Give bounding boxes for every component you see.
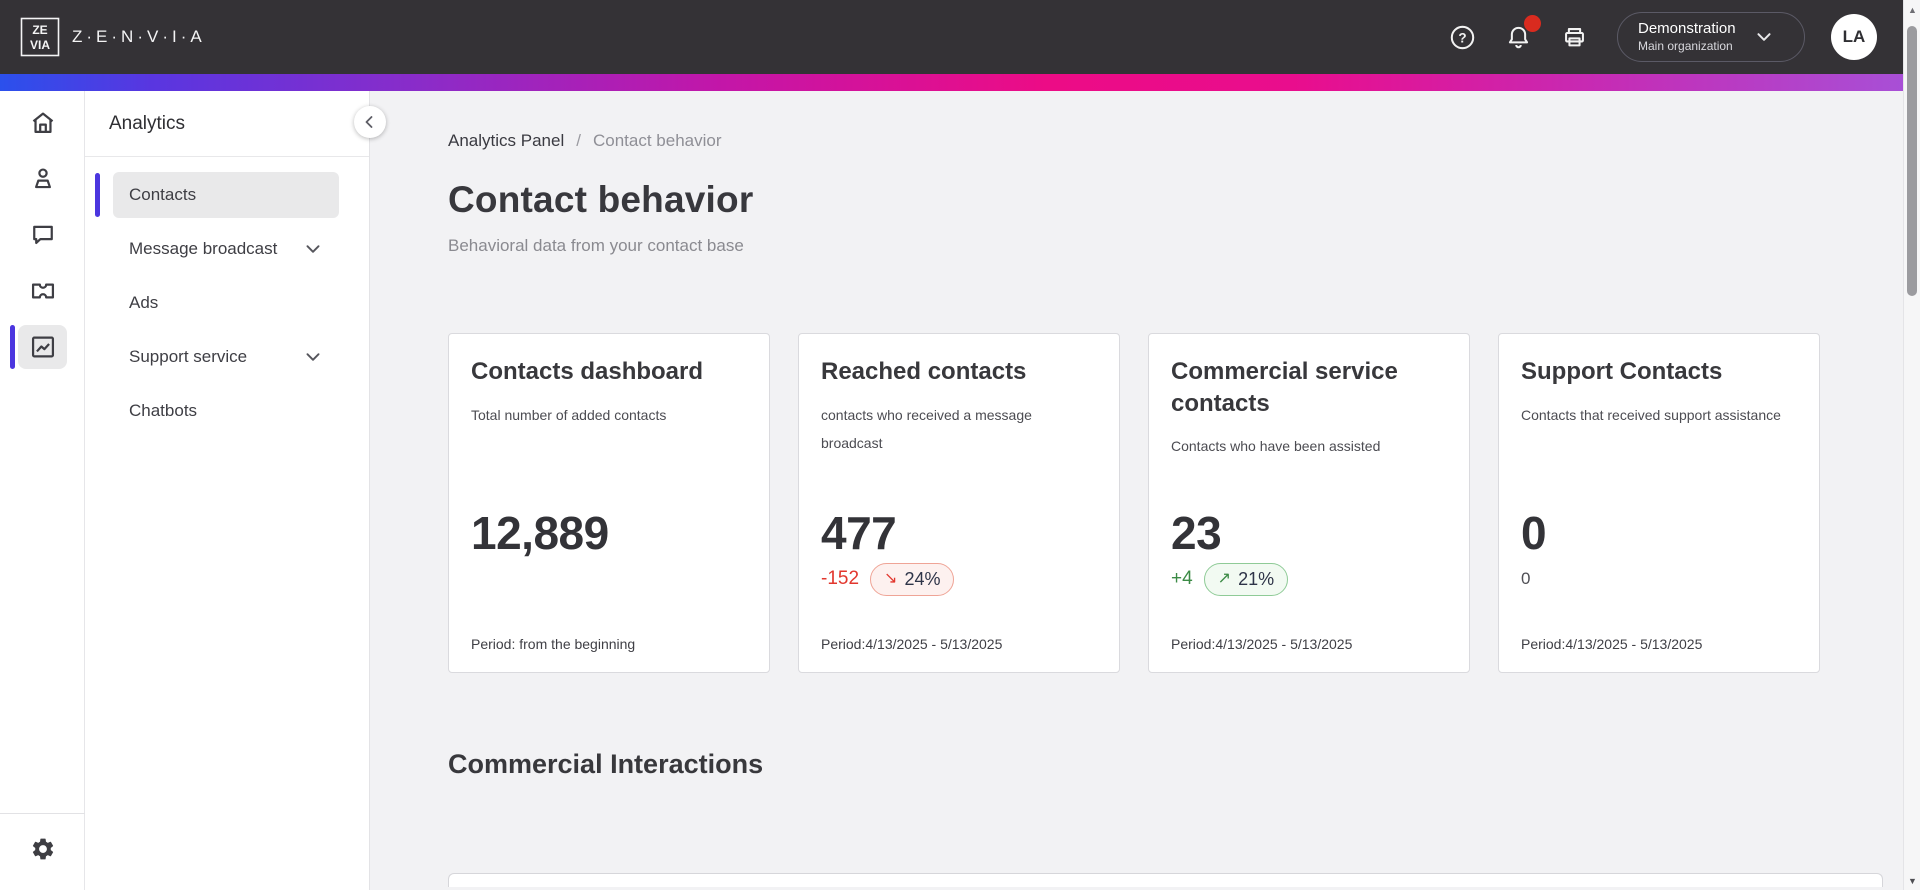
card-description: Contacts that received support assistanc… [1521,406,1781,423]
breadcrumb-separator: / [576,131,581,150]
card-period: Period:4/13/2025 - 5/13/2025 [821,636,1003,652]
scrollbar-down-arrow[interactable]: ▼ [1908,876,1917,886]
sidebar-item-campaigns[interactable] [18,269,67,313]
card-title: Contacts dashboard [471,358,704,385]
card-description: contacts who received a message broadcas… [821,406,1032,451]
sidebar-panel-header: Analytics [85,91,369,157]
card-delta-row: -152 ↘ 24% [821,562,955,596]
card-title: Support Contacts [1521,358,1723,385]
card-contacts-dashboard: Contacts dashboard Total number of added… [448,333,770,673]
sidebar-item-message-broadcast[interactable]: Message broadcast [113,226,339,272]
menu-item-label: Support service [129,347,248,366]
card-period: Period:4/13/2025 - 5/13/2025 [1521,636,1703,652]
sidebar-item-contacts-menu[interactable]: Contacts [95,172,339,218]
sidebar-item-ads[interactable]: Ads [113,280,339,326]
organization-description: Main organization [1638,38,1733,53]
sidebar-panel-title: Analytics [109,112,186,134]
organization-name: Demonstration [1638,20,1736,38]
page-title: Contact behavior [448,179,754,220]
brand-name: Z·E·N·V·I·A [72,27,206,46]
settings-gear-icon[interactable] [18,827,67,871]
scrollbar-thumb[interactable] [1907,26,1917,296]
delta-value: 0 [1521,569,1531,588]
chevron-down-icon [303,347,323,367]
card-value: 477 [821,507,897,559]
trend-pill-down: ↘ 24% [870,562,955,596]
card-reached-contacts: Reached contacts contacts who received a… [798,333,1120,673]
help-icon[interactable]: ? [1447,22,1477,52]
trend-up-icon: ↗ [1217,570,1232,587]
delta-value: -152 [821,568,860,589]
menu-item-label: Message broadcast [129,239,278,258]
person-icon [29,165,57,193]
scrollbar-up-arrow[interactable]: ▲ [1908,5,1917,15]
rail-divider [0,813,85,814]
svg-text:ZE: ZE [32,23,47,37]
zenvia-logo-icon: ZE VIA [20,17,60,57]
topbar: ZE VIA Z·E·N·V·I·A ? Demonstration Main … [0,0,1903,74]
trend-down-icon: ↘ [884,570,898,587]
sidebar-item-support-service[interactable]: Support service [113,334,339,380]
sidebar-item-analytics[interactable] [10,325,67,369]
home-icon [29,109,57,137]
organization-switcher[interactable]: Demonstration Main organization [1617,12,1805,62]
chat-bubble-icon [29,221,57,249]
brand-gradient-bar [0,74,1903,91]
breadcrumb-analytics-panel[interactable]: Analytics Panel [448,131,565,150]
card-description: Total number of added contacts [471,406,667,423]
delta-value: +4 [1171,568,1193,589]
card-title: Reached contacts [821,358,1027,385]
sidebar-panel: Analytics Contacts Message broadcast Ads… [85,91,370,890]
print-icon[interactable] [1559,22,1589,52]
sidebar-item-chatbots[interactable]: Chatbots [113,388,339,434]
page-subtitle: Behavioral data from your contact base [448,236,744,255]
card-delta-row: 0 [1521,562,1530,596]
avatar[interactable]: LA [1831,14,1877,60]
notifications-bell-icon[interactable] [1503,15,1541,52]
card-period: Period: from the beginning [471,636,636,652]
breadcrumb: Analytics Panel / Contact behavior [448,131,1903,151]
delta-percent: 24% [904,568,941,589]
card-value: 12,889 [471,507,609,559]
card-period: Period:4/13/2025 - 5/13/2025 [1171,636,1353,652]
menu-item-label: Ads [129,293,159,312]
svg-text:?: ? [1458,30,1466,45]
card-delta-row: +4 ↗ 21% [1171,562,1289,596]
card-title: Commercial service contacts [1171,358,1398,417]
trend-pill-up: ↗ 21% [1203,562,1289,596]
card-value: 0 [1521,507,1547,559]
main-content: Analytics Panel / Contact behavior Conta… [371,91,1903,890]
ticket-icon [29,277,57,305]
breadcrumb-current: Contact behavior [592,131,722,150]
card-support-contacts: Support Contacts Contacts that received … [1498,333,1820,673]
notification-badge [1524,15,1541,32]
menu-item-label: Contacts [129,185,197,204]
avatar-initials: LA [1842,27,1866,46]
line-chart-icon [29,333,57,361]
chevron-down-icon [303,239,323,259]
sidebar-item-home[interactable] [18,101,67,145]
kpi-cards-row: Contacts dashboard Total number of added… [448,333,1903,673]
scrollbar[interactable]: ▲ ▼ [1903,0,1920,890]
sidebar-rail [0,91,85,890]
card-description: Contacts who have been assisted [1171,438,1381,455]
chevron-down-icon [1754,27,1774,47]
menu-item-label: Chatbots [129,401,198,420]
delta-percent: 21% [1238,568,1275,589]
card-commercial-service-contacts: Commercial service contacts Contacts who… [1148,333,1470,673]
collapse-sidebar-button[interactable] [354,106,386,138]
svg-text:VIA: VIA [30,38,50,52]
sidebar-item-contacts[interactable] [18,157,67,201]
commercial-interactions-card [448,873,1883,887]
sidebar-item-conversations[interactable] [18,213,67,257]
section-title-commercial-interactions: Commercial Interactions [448,749,764,779]
card-value: 23 [1171,507,1222,559]
